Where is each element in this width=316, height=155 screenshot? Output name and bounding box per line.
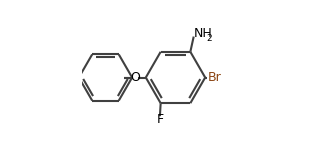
Text: F: F [157,113,164,126]
Text: Br: Br [208,71,222,84]
Text: 2: 2 [207,34,212,43]
Text: O: O [130,71,140,84]
Text: NH: NH [194,27,213,40]
